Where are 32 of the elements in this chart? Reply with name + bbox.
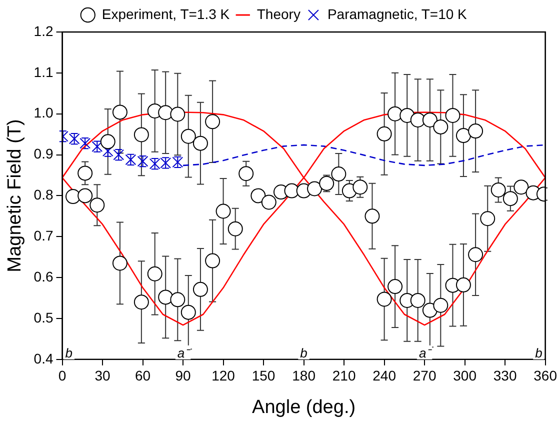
x-tick-label: 240 bbox=[372, 368, 396, 384]
y-tick-label: 1.2 bbox=[34, 22, 54, 39]
legend-label: Experiment, T=1.3 K bbox=[102, 6, 230, 22]
x-tick-label: 300 bbox=[453, 368, 477, 384]
y-tick-label: 1.0 bbox=[34, 104, 54, 121]
x-tick-label: 90 bbox=[175, 368, 192, 384]
y-tick-label: 0.8 bbox=[34, 186, 54, 203]
annotation: b bbox=[535, 346, 542, 361]
x-tick-label: 210 bbox=[332, 368, 356, 384]
y-axis-title: Magnetic Field (T) bbox=[4, 119, 26, 272]
x-tick-label: 0 bbox=[58, 368, 66, 384]
x-tick-label: 270 bbox=[412, 368, 436, 384]
legend-label: Paramagnetic, T=10 K bbox=[327, 6, 468, 22]
x-tick-label: 120 bbox=[212, 368, 236, 384]
x-tick-label: 330 bbox=[493, 368, 517, 384]
y-tick-label: 0.5 bbox=[34, 309, 54, 326]
legend-label: Theory bbox=[256, 6, 300, 22]
annotation: b bbox=[300, 346, 308, 361]
y-tick-label: 0.7 bbox=[34, 227, 54, 244]
annotation: b bbox=[65, 346, 72, 361]
y-tick-label: 0.6 bbox=[34, 268, 54, 284]
y-tick-label: 1.1 bbox=[34, 64, 54, 80]
x-tick-label: 360 bbox=[534, 368, 558, 384]
annotation: a⁻ bbox=[418, 346, 432, 361]
annotation: a⁻ bbox=[177, 346, 191, 361]
x-tick-label: 180 bbox=[292, 368, 316, 384]
x-axis-title: Angle (deg.) bbox=[252, 396, 356, 418]
x-tick-label: 60 bbox=[134, 368, 151, 384]
x-tick-label: 30 bbox=[94, 368, 111, 384]
x-tick-label: 150 bbox=[252, 368, 276, 384]
y-tick-label: 0.4 bbox=[34, 350, 54, 366]
y-tick-label: 0.9 bbox=[34, 146, 54, 162]
